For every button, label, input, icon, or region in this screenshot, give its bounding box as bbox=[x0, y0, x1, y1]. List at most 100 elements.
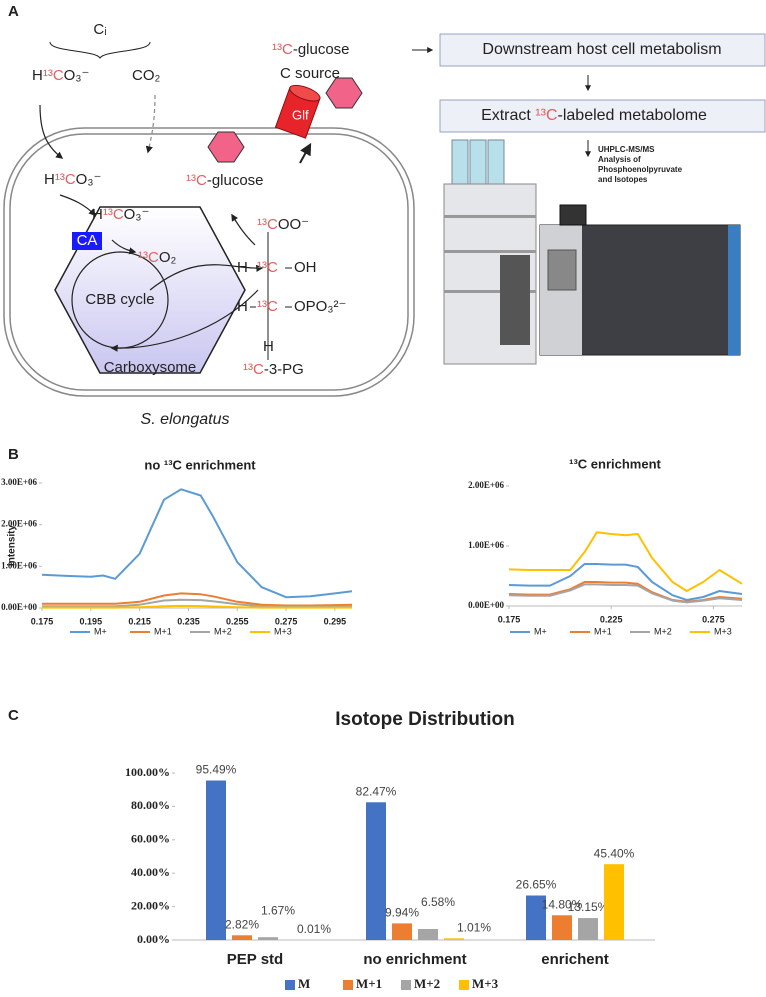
label: C source bbox=[280, 65, 340, 82]
legend-label: M+1 bbox=[356, 976, 382, 991]
divider bbox=[444, 250, 536, 253]
instrument bbox=[443, 139, 741, 365]
bar bbox=[552, 915, 572, 940]
line bbox=[508, 583, 743, 604]
y-tick-label: 20.00% bbox=[131, 898, 170, 912]
bottle bbox=[451, 139, 469, 185]
y-tick-label: 80.00% bbox=[131, 798, 170, 812]
label: Carboxysome bbox=[104, 359, 197, 376]
glf-top bbox=[289, 84, 321, 102]
label: ¹³C-glucose bbox=[186, 172, 264, 189]
data-label: 13.15% bbox=[568, 900, 609, 914]
ca-box bbox=[72, 232, 102, 250]
label: ¹³C bbox=[257, 259, 278, 276]
chart-title: no ¹³C enrichment bbox=[144, 457, 256, 472]
label: OPO₃²⁻ bbox=[294, 298, 346, 315]
monitor bbox=[559, 204, 587, 226]
step: Downstream host cell metabolism bbox=[482, 41, 721, 58]
label: OH bbox=[294, 259, 317, 276]
label: ¹³C-glucose bbox=[272, 41, 350, 58]
arrow bbox=[110, 289, 259, 352]
legend-swatch bbox=[343, 980, 353, 990]
divider bbox=[444, 215, 536, 218]
label: H¹³CO₃⁻ bbox=[44, 171, 101, 188]
arrow bbox=[299, 142, 312, 164]
arrow bbox=[145, 94, 156, 154]
data-label: 26.65% bbox=[516, 878, 557, 892]
hplc-door bbox=[500, 255, 530, 345]
label: ¹³C bbox=[257, 298, 278, 315]
arrow bbox=[59, 194, 97, 217]
legend-label: M+2 bbox=[654, 626, 672, 636]
line bbox=[41, 488, 353, 599]
y-tick-label: 40.00% bbox=[131, 865, 170, 879]
instrument-label: and Isotopes bbox=[598, 175, 648, 184]
x-tick-label: 0.255 bbox=[226, 616, 249, 626]
label: CO₂ bbox=[132, 67, 161, 84]
instrument-label: UHPLC-MS/MS bbox=[598, 145, 655, 154]
bar bbox=[444, 938, 464, 940]
brace bbox=[49, 41, 151, 59]
label: H bbox=[237, 259, 248, 276]
label: H bbox=[237, 298, 248, 315]
instrument-label: Analysis of bbox=[598, 155, 641, 164]
bottle bbox=[469, 139, 487, 185]
y-tick-label: 0.00E+00 bbox=[1, 602, 37, 612]
divider bbox=[444, 290, 536, 293]
y-tick-label: 0.00E+00 bbox=[468, 600, 504, 610]
glucose-hex bbox=[207, 131, 245, 163]
x-tick-label: 0.275 bbox=[702, 614, 725, 624]
bar bbox=[206, 780, 226, 940]
y-tick-label: 3.00E+06 bbox=[1, 477, 37, 487]
x-tick-label: 0.175 bbox=[31, 616, 54, 626]
panel-label: C bbox=[8, 707, 19, 724]
instrument-label: Phosphoenolpyruvate bbox=[598, 165, 683, 174]
data-label: 82.47% bbox=[356, 784, 397, 798]
x-tick-label: 0.225 bbox=[600, 614, 623, 624]
y-tick-label: 60.00% bbox=[131, 832, 170, 846]
bar bbox=[232, 935, 252, 940]
legend-label: M+ bbox=[94, 626, 107, 636]
legend-label: M+1 bbox=[154, 626, 172, 636]
x-tick-label: 0.195 bbox=[80, 616, 103, 626]
data-label: 9.94% bbox=[385, 906, 419, 920]
cell-wall bbox=[3, 127, 415, 397]
label: H bbox=[263, 338, 274, 355]
label: CA bbox=[77, 232, 98, 249]
step: Extract ¹³C-labeled metabolome bbox=[481, 107, 707, 124]
bar bbox=[392, 923, 412, 940]
y-tick-label: 2.00E+06 bbox=[1, 519, 37, 529]
ms-stripe bbox=[728, 225, 740, 355]
step-box bbox=[439, 33, 766, 67]
label: H¹³CO₃⁻ bbox=[32, 67, 89, 84]
legend-label: M+3 bbox=[472, 976, 499, 991]
bottle bbox=[487, 139, 505, 185]
legend-swatch bbox=[401, 980, 411, 990]
chart-title: ¹³C enrichment bbox=[569, 456, 661, 471]
x-tick-label: no enrichment bbox=[363, 951, 466, 968]
line bbox=[42, 604, 352, 609]
bar bbox=[604, 864, 624, 940]
panel-label: A bbox=[8, 3, 19, 20]
panel-label: B bbox=[8, 446, 19, 463]
arrow bbox=[111, 239, 137, 255]
legend-label: M+3 bbox=[274, 626, 292, 636]
data-label: 1.01% bbox=[457, 920, 491, 934]
legend-label: M+1 bbox=[594, 626, 612, 636]
legend-label: M+2 bbox=[214, 626, 232, 636]
legend-label: M+3 bbox=[714, 626, 732, 636]
legend-label: M+2 bbox=[414, 976, 440, 991]
arrow bbox=[231, 213, 256, 246]
bar bbox=[526, 895, 546, 940]
chart-title: Isotope Distribution bbox=[335, 709, 514, 730]
glucose-hex bbox=[325, 77, 363, 109]
bar bbox=[418, 929, 438, 940]
data-label: 0.01% bbox=[297, 922, 331, 936]
bar bbox=[578, 918, 598, 940]
step-box bbox=[439, 99, 766, 133]
bar bbox=[366, 802, 386, 940]
label: H¹³CO₃⁻ bbox=[92, 206, 149, 223]
label: CBB cycle bbox=[85, 291, 154, 308]
x-tick-label: 0.275 bbox=[275, 616, 298, 626]
